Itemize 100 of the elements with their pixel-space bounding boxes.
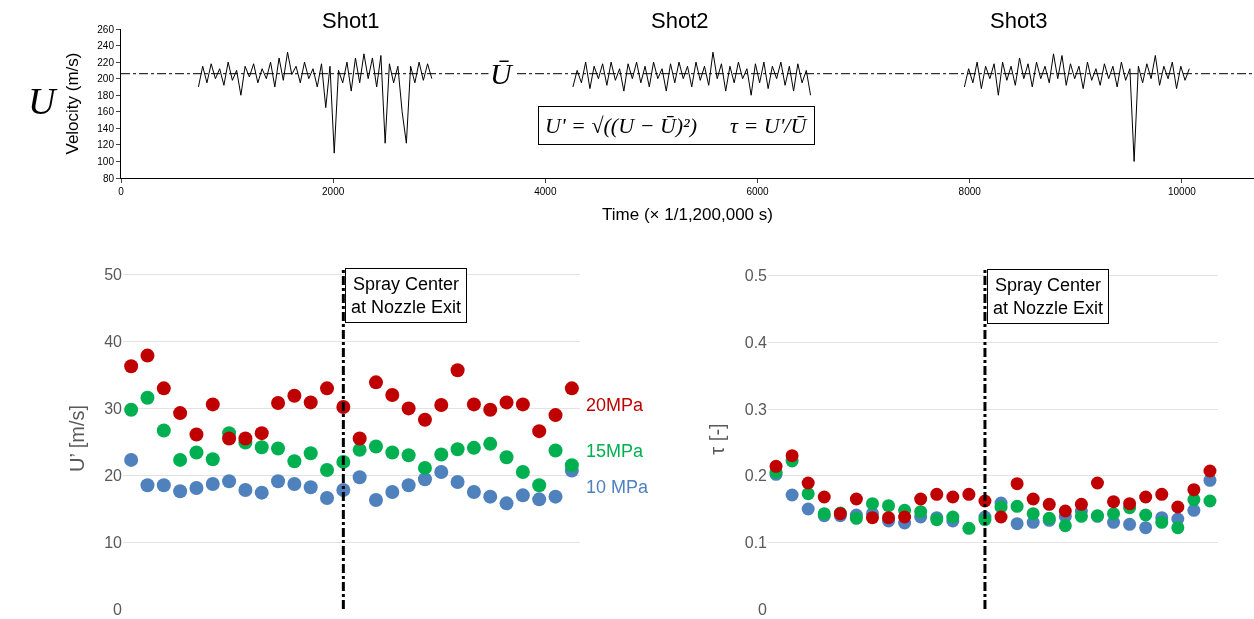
point <box>1010 499 1024 513</box>
point <box>205 397 220 412</box>
point <box>303 395 318 410</box>
y-tick-label: 0.1 <box>744 533 768 551</box>
point <box>483 489 498 504</box>
point <box>254 440 269 455</box>
y-tick-label: 0.5 <box>744 267 768 285</box>
point <box>401 401 416 416</box>
point <box>914 492 928 506</box>
point <box>946 490 960 504</box>
y-tick-label: 80 <box>102 172 115 184</box>
point <box>564 381 579 396</box>
annotation: Shot3 <box>990 8 1048 33</box>
point <box>401 448 416 463</box>
point <box>189 427 204 442</box>
point <box>466 484 481 499</box>
point <box>271 441 286 456</box>
point <box>140 478 155 493</box>
x-axis-title: Time (× 1/1,200,000 s) <box>602 205 773 225</box>
point <box>1203 494 1217 508</box>
point <box>515 397 530 412</box>
point <box>1058 504 1072 518</box>
point <box>1123 517 1137 531</box>
point <box>532 478 547 493</box>
point <box>1187 503 1201 517</box>
ref-line-label: Ū <box>490 57 514 90</box>
y-tick-label: 140 <box>97 122 115 134</box>
point <box>368 493 383 507</box>
point <box>205 476 220 491</box>
y-tick-label: 260 <box>97 23 115 35</box>
point <box>1074 497 1088 511</box>
point <box>368 375 383 390</box>
y-tick-label: 100 <box>97 155 115 167</box>
y-tick-label: 40 <box>104 333 123 351</box>
y-tick-label: 0.3 <box>744 400 768 418</box>
point <box>385 388 400 403</box>
point <box>124 402 139 417</box>
point <box>1026 492 1040 506</box>
point <box>499 395 514 410</box>
point <box>434 447 449 462</box>
point <box>287 388 302 403</box>
point <box>222 431 237 446</box>
point <box>1074 509 1088 523</box>
point <box>1171 500 1185 514</box>
point <box>434 398 449 413</box>
point <box>817 490 831 504</box>
point <box>140 348 155 363</box>
point <box>385 484 400 499</box>
point <box>466 440 481 455</box>
series-label: 10 MPa <box>586 477 650 497</box>
point <box>865 497 879 511</box>
annotation: Shot1 <box>322 8 380 33</box>
point <box>1058 519 1072 533</box>
point <box>1090 476 1104 490</box>
point <box>1010 517 1024 531</box>
x-tick-label: 2000 <box>322 186 345 197</box>
point <box>785 488 799 502</box>
point <box>450 474 465 489</box>
point <box>785 449 799 463</box>
point <box>156 381 171 396</box>
point <box>515 488 530 503</box>
point <box>499 496 514 511</box>
point <box>238 431 253 446</box>
point <box>222 474 237 489</box>
point <box>532 424 547 439</box>
point <box>548 443 563 458</box>
point <box>124 359 139 374</box>
point <box>320 462 335 477</box>
annotation: Spray Center at Nozzle Exit <box>993 275 1104 319</box>
y-tick-label: 160 <box>97 106 115 118</box>
series-label: 15MPa <box>586 441 645 461</box>
y-tick-label: 220 <box>97 56 115 68</box>
point <box>303 480 318 495</box>
point <box>515 464 530 479</box>
point <box>254 485 269 500</box>
x-tick-label: 4000 <box>534 186 557 197</box>
point <box>173 406 188 421</box>
point <box>801 476 815 490</box>
y-axis-title: τ [-] <box>706 423 729 455</box>
x-tick-label: 8000 <box>958 186 982 197</box>
y-tick-label: 50 <box>104 266 123 284</box>
point <box>769 459 783 473</box>
point <box>450 442 465 457</box>
point <box>1042 497 1056 511</box>
y-tick-label: 20 <box>104 466 123 484</box>
point <box>898 510 912 524</box>
point <box>564 458 579 473</box>
point <box>124 452 139 467</box>
point <box>189 480 204 495</box>
y-tick-label: 120 <box>97 139 115 151</box>
point <box>946 510 960 524</box>
point <box>271 474 286 489</box>
point <box>882 499 896 513</box>
text: U <box>28 80 58 122</box>
point <box>1187 483 1201 497</box>
point <box>173 484 188 499</box>
y-tick-label: 0 <box>758 600 768 618</box>
point <box>434 464 449 479</box>
y-axis-title: U’ [m/s] <box>65 404 88 473</box>
point <box>1171 521 1185 535</box>
